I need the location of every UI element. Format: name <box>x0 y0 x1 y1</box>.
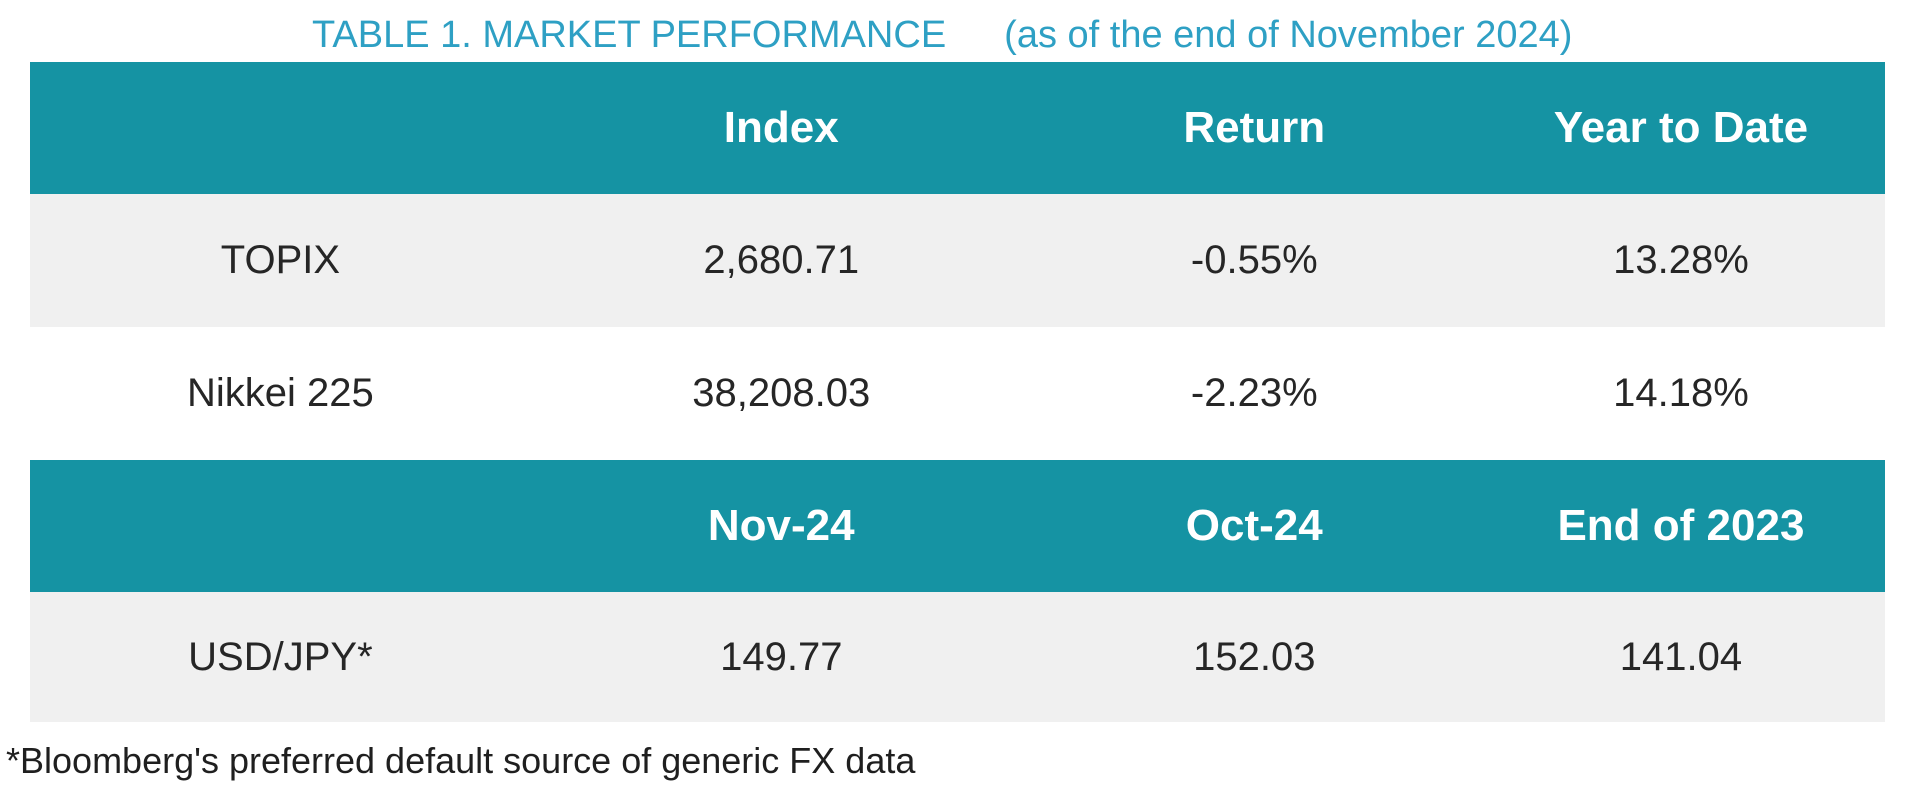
cell-usd-jpy-nov-24: 149.77 <box>530 592 1032 722</box>
header-cell-blank-2 <box>30 460 531 592</box>
cell-topix-return: -0.55% <box>1031 194 1477 327</box>
header-cell-index: Index <box>530 62 1032 194</box>
table-title-date-note: (as of the end of November 2024) <box>1004 14 1573 56</box>
row-label-usd-jpy: USD/JPY* <box>30 592 531 722</box>
header-cell-blank-1 <box>30 62 531 194</box>
row-label-nikkei-225: Nikkei 225 <box>30 327 531 460</box>
cell-topix-ytd: 13.28% <box>1476 194 1885 327</box>
cell-nikkei-index: 38,208.03 <box>530 327 1032 460</box>
row-label-topix: TOPIX <box>30 194 531 327</box>
market-performance-table: Index Return Year to Date TOPIX 2,680.71… <box>30 62 1885 722</box>
cell-usd-jpy-oct-24: 152.03 <box>1031 592 1477 722</box>
cell-usd-jpy-end-2023: 141.04 <box>1476 592 1885 722</box>
cell-nikkei-ytd: 14.18% <box>1476 327 1885 460</box>
header-row-indices: Index Return Year to Date <box>30 62 1885 194</box>
header-cell-oct-24: Oct-24 <box>1031 460 1477 592</box>
table-row-nikkei-225: Nikkei 225 38,208.03 -2.23% 14.18% <box>30 327 1885 460</box>
header-cell-nov-24: Nov-24 <box>530 460 1032 592</box>
table-title: TABLE 1. MARKET PERFORMANCE (as of the e… <box>312 8 1920 62</box>
header-cell-end-of-2023: End of 2023 <box>1476 460 1885 592</box>
market-performance-page: TABLE 1. MARKET PERFORMANCE (as of the e… <box>0 8 1920 801</box>
table-row-usd-jpy: USD/JPY* 149.77 152.03 141.04 <box>30 592 1885 722</box>
table-title-main: TABLE 1. MARKET PERFORMANCE <box>312 14 947 56</box>
cell-topix-index: 2,680.71 <box>530 194 1032 327</box>
cell-nikkei-return: -2.23% <box>1031 327 1477 460</box>
table-row-topix: TOPIX 2,680.71 -0.55% 13.28% <box>30 194 1885 327</box>
header-row-fx: Nov-24 Oct-24 End of 2023 <box>30 460 1885 592</box>
header-cell-year-to-date: Year to Date <box>1476 62 1885 194</box>
header-cell-return: Return <box>1031 62 1477 194</box>
footnote: *Bloomberg's preferred default source of… <box>6 740 916 781</box>
